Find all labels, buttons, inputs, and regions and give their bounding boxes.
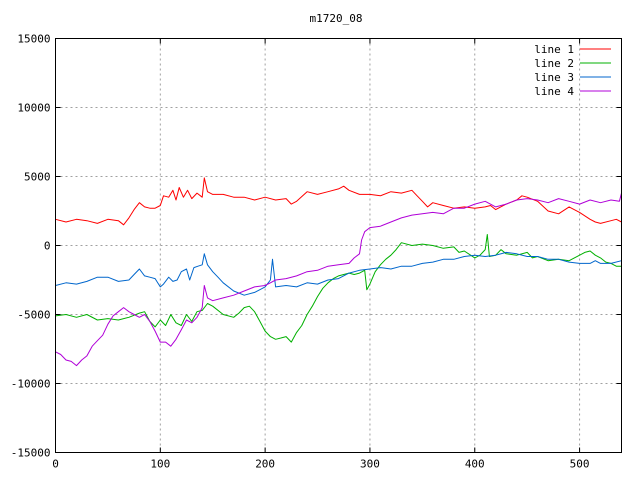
y-tick-label: 5000 (24, 171, 51, 184)
axis-ticks: 0 100 200 300 400 500 -15000 -10000 -5000 0 5000 10… (11, 33, 622, 471)
series-2-line (55, 234, 622, 343)
y-tick-label: -15000 (11, 447, 51, 460)
grid (55, 38, 622, 453)
legend-label-3: line 3 (534, 71, 574, 84)
y-tick-label: -10000 (11, 378, 51, 391)
legend-label-4: line 4 (534, 85, 574, 98)
legend-label-1: line 1 (534, 43, 574, 56)
series-1-line (55, 177, 622, 226)
x-tick-label: 100 (150, 458, 170, 471)
y-tick-label: 10000 (17, 102, 50, 115)
x-tick-label: 0 (52, 458, 59, 471)
x-tick-label: 200 (255, 458, 275, 471)
y-tick-label: 15000 (17, 33, 50, 46)
x-tick-label: 300 (360, 458, 380, 471)
chart-title: m1720_08 (310, 12, 363, 25)
series-4-line (55, 192, 622, 367)
series-lines (55, 177, 622, 367)
plot-frame (55, 38, 622, 453)
series-3-line (55, 251, 622, 296)
x-tick-label: 500 (570, 458, 590, 471)
legend-label-2: line 2 (534, 57, 574, 70)
y-tick-label: 0 (44, 240, 51, 253)
x-tick-label: 400 (465, 458, 485, 471)
y-tick-label: -5000 (17, 309, 50, 322)
